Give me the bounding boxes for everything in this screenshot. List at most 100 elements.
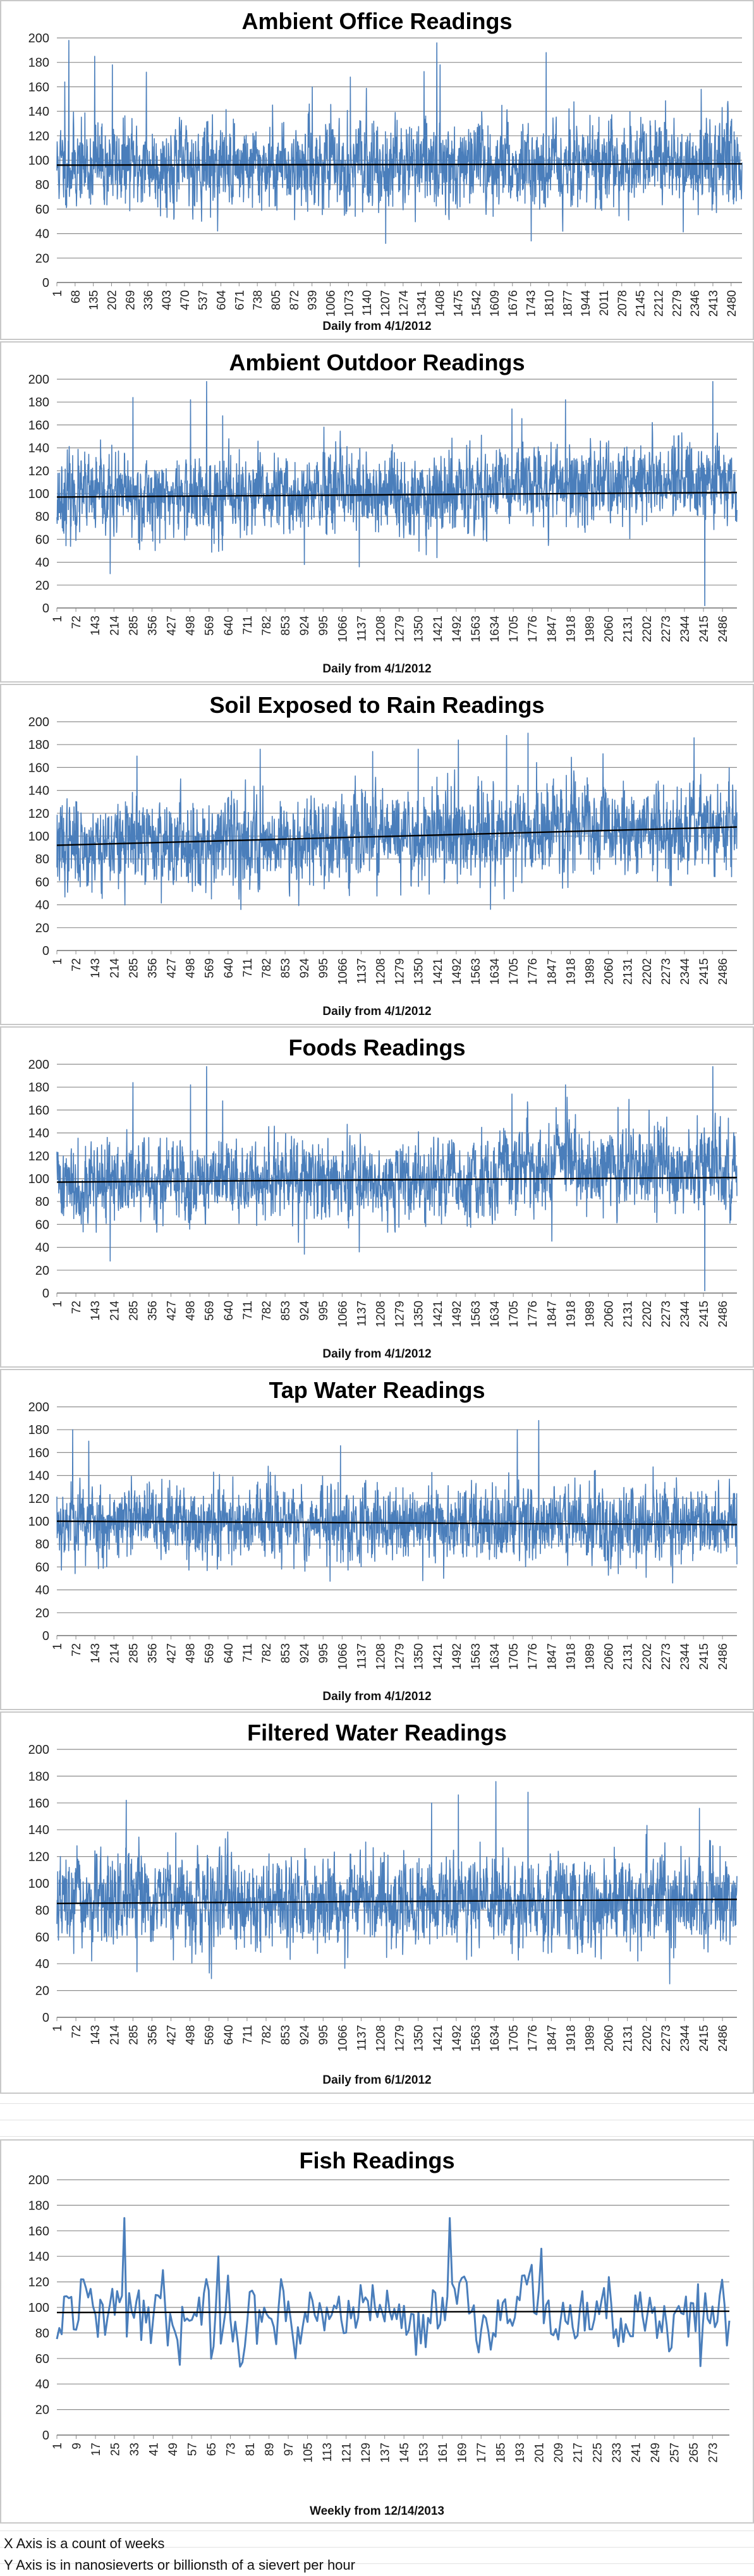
x-tick-label: 1492 (451, 1643, 464, 1670)
x-tick-label: 201 (533, 2443, 547, 2463)
x-tick-label: 17 (90, 2443, 103, 2456)
x-tick-label: 2131 (622, 2025, 635, 2051)
x-tick-label: 241 (629, 2443, 643, 2463)
y-tick-label: 20 (35, 1607, 49, 1620)
x-tick-label: 1563 (470, 1643, 483, 1670)
x-tick-label: 2486 (717, 2025, 730, 2051)
x-tick-label: 2279 (671, 290, 684, 317)
x-tick-label: 1609 (489, 290, 502, 317)
chart-panel-soil-exposed-to-rain[interactable]: Soil Exposed to Rain Readings 0 20 40 60 80 10… (0, 684, 754, 1025)
x-tick-label: 177 (475, 2443, 489, 2463)
x-tick-label: 2273 (660, 1643, 673, 1670)
x-tick-label: 939 (307, 290, 320, 310)
x-tick-label: 356 (146, 616, 159, 636)
chart-title: Filtered Water Readings (247, 1720, 507, 1746)
y-tick-label: 20 (35, 921, 49, 935)
x-tick-label: 68 (70, 290, 83, 303)
y-tick-label: 40 (35, 2378, 49, 2391)
x-tick-label: 1 (51, 2443, 64, 2450)
x-tick-label: 1492 (451, 1301, 464, 1327)
x-tick-label: 1066 (336, 958, 350, 985)
y-tick-label: 60 (35, 875, 49, 889)
x-tick-label: 1350 (413, 2025, 426, 2051)
x-tick-label: 1208 (375, 1643, 388, 1670)
chart-panel-tap-water[interactable]: Tap Water Readings 0 20 40 60 80 100 120 140 160 1… (0, 1369, 754, 1710)
y-tick-label: 160 (28, 418, 49, 432)
x-tick-label: 1989 (583, 958, 597, 985)
x-tick-label: 57 (186, 2443, 200, 2456)
x-tick-label: 1137 (355, 616, 368, 641)
chart-panel-ambient-outdoor[interactable]: Ambient Outdoor Readings 0 20 40 60 80 100 120 1… (0, 341, 754, 683)
y-tick-label: 140 (28, 1469, 49, 1483)
x-tick-label: 2480 (726, 290, 739, 317)
y-tick-label: 160 (28, 2225, 49, 2239)
x-tick-label: 711 (241, 1643, 255, 1662)
y-tick-label: 120 (28, 130, 49, 143)
chart-soil-exposed-to-rain: Soil Exposed to Rain Readings 0 20 40 60 80 10… (28, 692, 738, 1018)
y-tick-label: 0 (42, 1629, 49, 1643)
x-tick-label: 65 (205, 2443, 219, 2456)
chart-panel-fish[interactable]: Fish Readings 0 20 40 60 80 100 120 140 160 180 200… (0, 2139, 754, 2524)
y-tick-label: 180 (28, 56, 49, 70)
x-tick-label: 249 (649, 2443, 662, 2463)
y-tick-label: 60 (35, 533, 49, 547)
x-tick-label: 1705 (508, 958, 521, 985)
x-tick-label: 143 (89, 958, 102, 978)
x-tick-label: 1492 (451, 616, 464, 642)
x-axis-label: Daily from 4/1/2012 (322, 320, 431, 333)
x-tick-label: 356 (146, 1301, 159, 1321)
x-tick-label: 2131 (622, 1643, 635, 1670)
x-tick-label: 1918 (564, 2025, 578, 2051)
y-tick-label: 100 (28, 2301, 49, 2315)
x-tick-label: 1350 (413, 1643, 426, 1670)
x-tick-label: 2344 (679, 958, 692, 985)
x-tick-label: 9 (71, 2443, 84, 2450)
y-tick-label: 120 (28, 1492, 49, 1506)
x-tick-label: 1 (51, 958, 64, 965)
x-tick-label: 1066 (336, 616, 350, 642)
x-tick-label: 214 (108, 616, 121, 636)
x-tick-label: 1421 (432, 1301, 445, 1327)
x-tick-label: 2273 (660, 2025, 673, 2051)
x-tick-label: 711 (241, 616, 255, 635)
x-tick-label: 143 (89, 1301, 102, 1321)
chart-foods: Foods Readings 0 20 40 60 80 100 120 140 160 180 20… (28, 1035, 738, 1361)
x-tick-label: 1421 (432, 616, 445, 642)
x-tick-label: 265 (688, 2443, 701, 2463)
x-tick-label: 427 (166, 958, 179, 978)
chart-panel-foods[interactable]: Foods Readings 0 20 40 60 80 100 120 140 160 180 20… (0, 1026, 754, 1368)
x-tick-label: 1140 (361, 290, 374, 316)
x-tick-label: 1421 (432, 2025, 445, 2051)
x-tick-label: 2415 (698, 958, 711, 985)
x-tick-label: 113 (321, 2443, 334, 2462)
x-tick-label: 995 (317, 1301, 331, 1321)
chart-panel-filtered-water[interactable]: Filtered Water Readings 0 20 40 60 80 100 120 14… (0, 1711, 754, 2094)
x-tick-label: 285 (127, 2025, 140, 2045)
x-tick-label: 2344 (679, 616, 692, 643)
x-tick-label: 1776 (526, 958, 540, 985)
y-tick-label: 160 (28, 80, 49, 94)
x-tick-label: 89 (264, 2443, 277, 2456)
x-tick-label: 2131 (622, 616, 635, 642)
y-tick-label: 120 (28, 2276, 49, 2290)
chart-title: Fish Readings (299, 2148, 454, 2173)
x-tick-label: 470 (179, 290, 192, 310)
x-tick-label: 185 (495, 2443, 508, 2463)
x-tick-label: 1475 (452, 290, 465, 317)
y-tick-label: 160 (28, 1797, 49, 1811)
x-tick-label: 2202 (641, 616, 654, 642)
x-tick-label: 1563 (470, 1301, 483, 1327)
chart-panel-ambient-office[interactable]: Ambient Office Readings 0 20 40 60 80 100 120 14… (0, 0, 754, 340)
series-line (56, 380, 738, 607)
x-tick-label: 1776 (526, 2025, 540, 2051)
x-tick-label: 569 (204, 616, 217, 636)
y-tick-label: 80 (35, 1904, 49, 1917)
chart-title: Tap Water Readings (269, 1377, 485, 1403)
x-tick-label: 1208 (375, 616, 388, 642)
y-tick-label: 200 (28, 32, 49, 46)
x-tick-label: 853 (279, 2025, 293, 2045)
x-tick-label: 1847 (545, 1643, 559, 1670)
y-tick-label: 80 (35, 853, 49, 866)
y-tick-label: 120 (28, 465, 49, 478)
y-tick-label: 140 (28, 442, 49, 456)
